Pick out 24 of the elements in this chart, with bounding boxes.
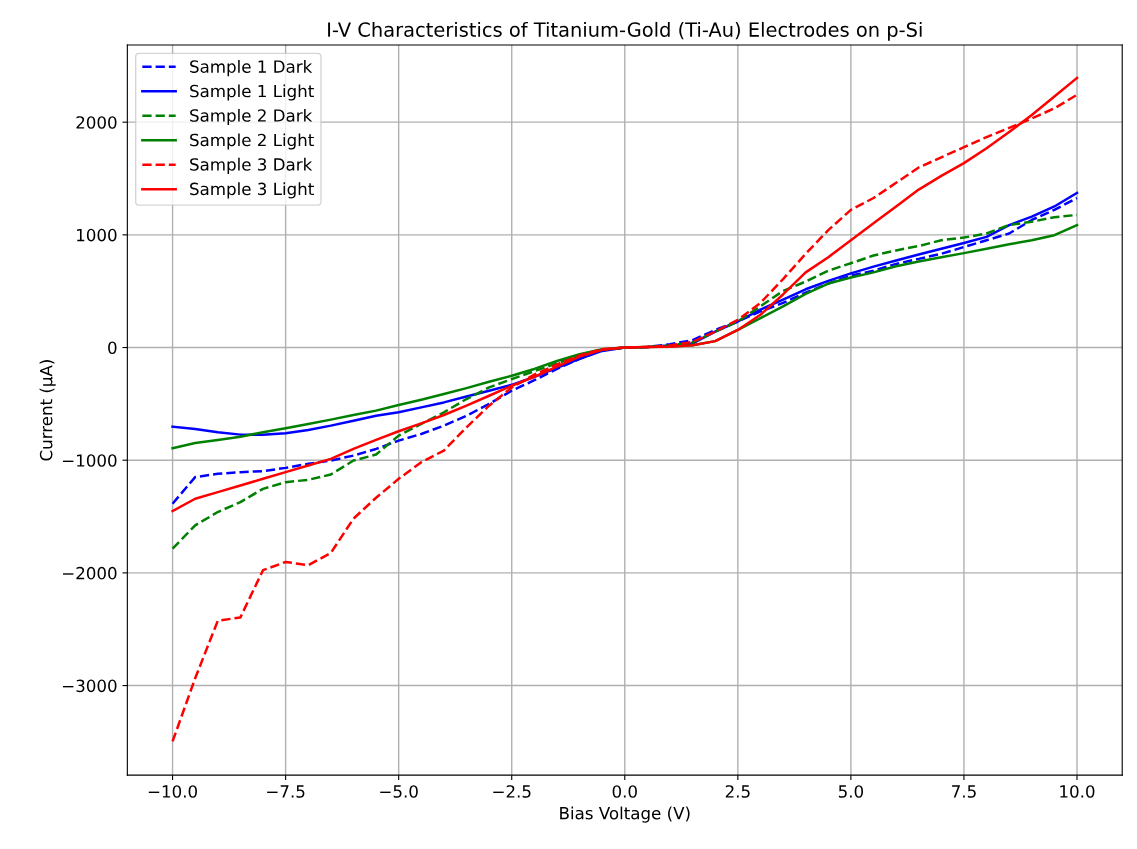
y-tick-label: 2000 xyxy=(76,116,117,129)
chart-title: I-V Characteristics of Titanium-Gold (Ti-Au) Electrodes on p-Si xyxy=(328,21,922,41)
y-tick-label: 0 xyxy=(108,341,117,355)
y-tick-label: −1000 xyxy=(63,454,117,467)
x-tick-label: −5.0 xyxy=(380,785,418,798)
legend-label: Sample 3 Light xyxy=(190,182,314,199)
x-tick-label: 0.0 xyxy=(612,785,637,798)
y-tick-label: −2000 xyxy=(63,566,117,580)
legend-label: Sample 3 Dark xyxy=(190,157,313,174)
legend-label: Sample 2 Dark xyxy=(190,108,313,126)
x-tick-label: 10.0 xyxy=(1060,785,1095,798)
legend-label: Sample 2 Light xyxy=(190,133,314,150)
x-tick-label: 2.5 xyxy=(725,785,750,798)
legend-label: Sample 1 Dark xyxy=(190,60,313,77)
x-tick-label: −7.5 xyxy=(267,785,305,798)
x-tick-label: −2.5 xyxy=(493,785,531,798)
y-axis-title: Current (μA) xyxy=(39,360,56,461)
y-tick-label: 1000 xyxy=(77,228,117,242)
x-axis-title: Bias Voltage (V) xyxy=(560,806,690,823)
x-tick-label: −10.0 xyxy=(148,785,197,798)
x-tick-label: 5.0 xyxy=(838,785,864,798)
legend-label: Sample 1 Light xyxy=(190,84,314,101)
y-tick-label: −3000 xyxy=(63,679,117,693)
x-tick-label: 7.5 xyxy=(952,785,976,798)
